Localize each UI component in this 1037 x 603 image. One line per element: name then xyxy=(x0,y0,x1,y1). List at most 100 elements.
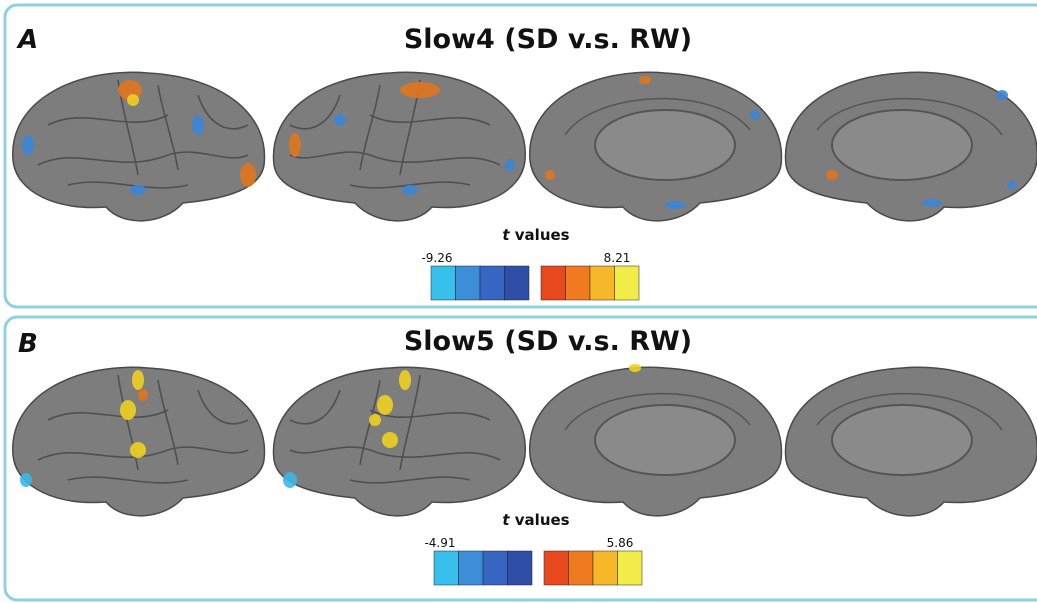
activation-blob xyxy=(127,94,139,106)
colorbar-min: -9.26 xyxy=(421,251,452,265)
sulcus xyxy=(117,374,139,471)
corpus-callosum xyxy=(594,404,736,476)
activation-blob xyxy=(545,170,555,180)
brain-surface xyxy=(272,71,526,222)
colorbar-var: t xyxy=(502,511,510,529)
sulcus xyxy=(564,98,751,136)
brain xyxy=(529,71,783,222)
activation-blob xyxy=(505,159,515,171)
activation-blob xyxy=(132,370,144,390)
sulcus xyxy=(359,84,381,171)
colorbar-cell xyxy=(565,265,591,301)
sulcus xyxy=(289,446,501,461)
brain xyxy=(12,71,266,222)
panel-border xyxy=(3,3,1037,309)
activation-blob xyxy=(399,370,411,390)
activation-blob xyxy=(283,472,297,488)
activation-blob xyxy=(665,201,685,209)
panel-border xyxy=(3,315,1037,602)
activation-blob xyxy=(130,185,146,195)
activation-blob xyxy=(334,114,346,126)
colorbar-cell xyxy=(617,550,643,586)
activation-blob xyxy=(382,432,398,448)
activation-blob xyxy=(22,135,34,155)
sulcus xyxy=(289,151,501,166)
sulcus xyxy=(399,374,421,471)
activation-blob xyxy=(369,414,381,426)
brain-surface xyxy=(272,366,526,517)
colorbar-label: t values xyxy=(502,511,569,529)
colorbar-max: 5.86 xyxy=(607,536,634,550)
activation-blob xyxy=(377,395,393,415)
colorbar-cell xyxy=(433,550,459,586)
colorbar-max: 8.21 xyxy=(604,251,631,265)
brains xyxy=(12,71,1037,222)
sulcus xyxy=(289,389,341,425)
corpus-callosum xyxy=(831,404,973,476)
brain xyxy=(272,71,526,222)
activation-blob xyxy=(20,473,32,487)
colorbar-cell xyxy=(455,265,481,301)
activation-blob xyxy=(400,82,440,98)
sulcus xyxy=(47,409,169,421)
colorbar xyxy=(430,265,640,301)
brains xyxy=(12,364,1037,517)
sulcus xyxy=(67,476,189,484)
activation-blob xyxy=(922,199,942,207)
brain xyxy=(272,366,526,517)
activation-blob xyxy=(130,442,146,458)
colorbar-cell xyxy=(507,550,533,586)
brain xyxy=(12,366,266,517)
colorbar-text: values xyxy=(515,511,570,529)
sulcus xyxy=(289,94,341,130)
colorbar-cell xyxy=(589,265,615,301)
corpus-callosum xyxy=(831,109,973,181)
activation-blob xyxy=(402,185,418,195)
brain xyxy=(529,364,783,517)
sulcus xyxy=(816,393,1003,431)
sulcus xyxy=(67,181,189,189)
sulcus xyxy=(47,114,169,126)
colorbar-cell xyxy=(540,265,566,301)
sulcus xyxy=(349,476,471,484)
colorbar-cell xyxy=(482,550,508,586)
panel-label: B xyxy=(18,329,38,359)
activation-blob xyxy=(996,90,1008,100)
activation-blob xyxy=(240,163,256,187)
activation-blob xyxy=(138,389,148,401)
colorbar xyxy=(433,550,643,586)
sulcus xyxy=(564,393,751,431)
activation-blob xyxy=(289,133,301,157)
colorbar-cell xyxy=(479,265,505,301)
panel-title: Slow5 (SD v.s. RW) xyxy=(404,326,692,357)
panel-label: A xyxy=(16,25,38,55)
colorbar-cell xyxy=(504,265,530,301)
colorbar-cell xyxy=(543,550,569,586)
colorbar-cell xyxy=(430,265,456,301)
panel-title: Slow4 (SD v.s. RW) xyxy=(404,24,692,55)
activation-blob xyxy=(192,115,204,135)
sulcus xyxy=(369,114,491,126)
sulcus xyxy=(816,98,1003,136)
colorbar-cell xyxy=(568,550,594,586)
activation-blob xyxy=(639,76,651,84)
colorbar-var: t xyxy=(502,226,510,244)
activation-blob xyxy=(1007,181,1017,189)
sulcus xyxy=(157,379,179,466)
corpus-callosum xyxy=(594,109,736,181)
activation-blob xyxy=(826,170,838,180)
panel-a: A Slow4 (SD v.s. RW) t values -9.26 8.21 xyxy=(3,3,1037,309)
sulcus xyxy=(157,84,179,171)
activation-blob xyxy=(629,364,641,372)
sulcus xyxy=(197,389,249,425)
brain xyxy=(784,71,1037,222)
colorbar-min: -4.91 xyxy=(424,536,455,550)
brain xyxy=(784,366,1037,517)
sulcus xyxy=(197,94,249,130)
sulcus xyxy=(37,151,249,166)
colorbar-text: values xyxy=(515,226,570,244)
activation-blob xyxy=(750,110,760,120)
sulcus xyxy=(37,446,249,461)
panel-b: B Slow5 (SD v.s. RW) t values -4.91 5.86 xyxy=(3,315,1037,602)
